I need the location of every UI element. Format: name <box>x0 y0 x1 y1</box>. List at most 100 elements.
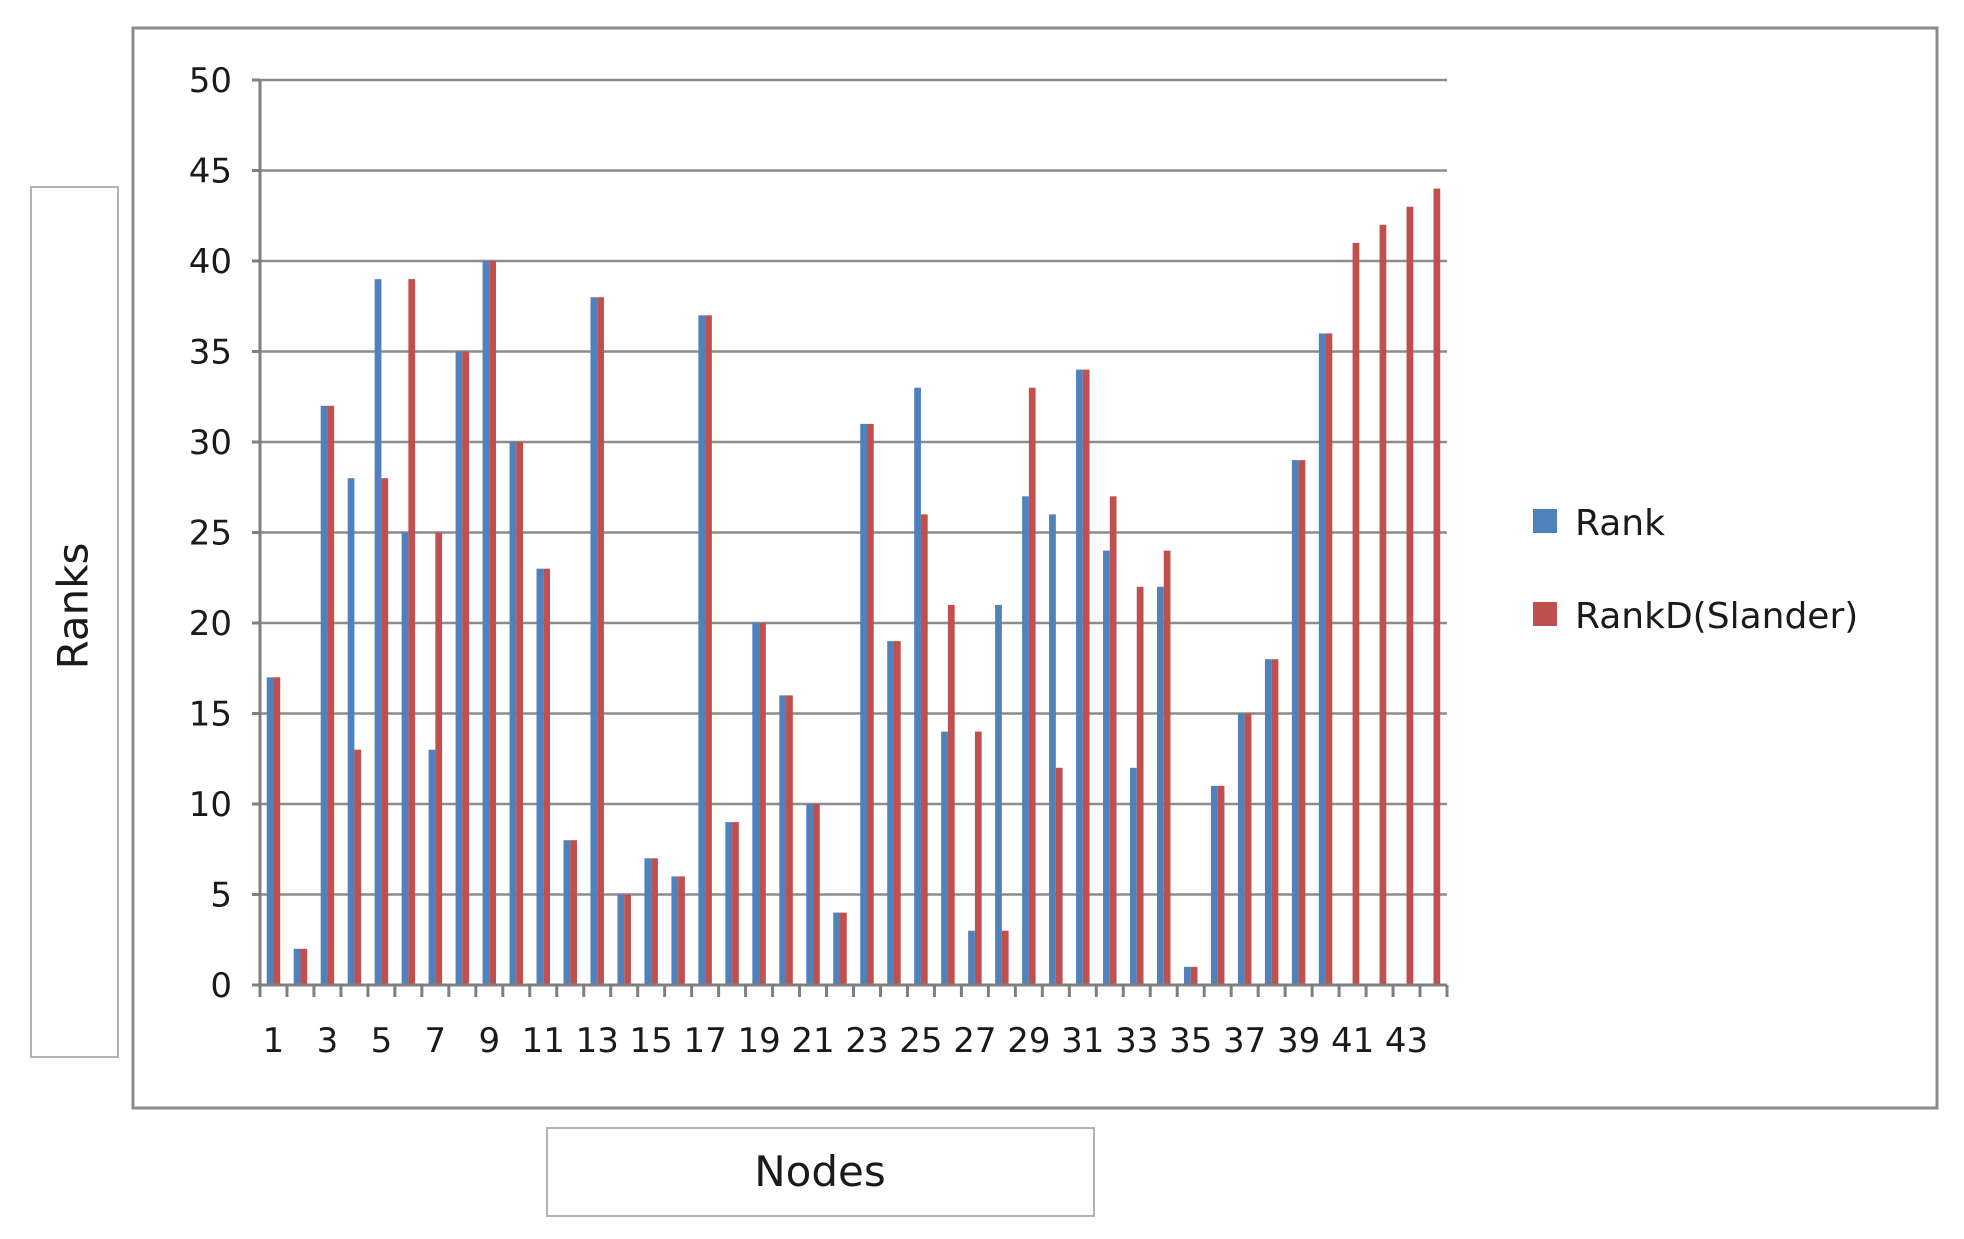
bar-rank <box>914 387 921 985</box>
bar-rankd-slander <box>462 351 470 985</box>
bar-rankd-slander <box>1136 586 1144 985</box>
x-tick-label: 39 <box>1277 1021 1320 1061</box>
bar-rankd-slander <box>435 532 443 985</box>
x-tick-label: 1 <box>263 1021 285 1061</box>
bar-rankd-slander <box>840 912 847 985</box>
bar-rank <box>698 315 706 985</box>
bar-rankd-slander <box>489 261 497 985</box>
bar-rankd-slander <box>678 876 685 985</box>
y-axis-title: Ranks <box>49 543 98 670</box>
legend-label-rank: Rank <box>1575 503 1665 544</box>
bar-rankd-slander <box>1217 785 1225 985</box>
legend-label-rankd-slander: RankD(Slander) <box>1575 596 1858 637</box>
y-tick-label: 25 <box>189 514 232 554</box>
bar-rank <box>509 442 517 985</box>
bar-rankd-slander <box>1001 930 1009 985</box>
y-tick-label: 15 <box>189 695 232 735</box>
x-tick-label: 27 <box>953 1021 996 1061</box>
bar-rank <box>1156 586 1164 985</box>
bar-rankd-slander <box>1325 333 1333 985</box>
bar-rank <box>644 858 652 985</box>
bar-rank <box>1291 460 1299 986</box>
bar-rank <box>887 641 894 985</box>
x-tick-label: 11 <box>522 1021 565 1061</box>
bar-rank <box>860 423 867 985</box>
bar-rank <box>1210 785 1218 985</box>
bar-rankd-slander <box>759 623 766 985</box>
bar-rank <box>590 297 598 985</box>
bar-rankd-slander <box>1298 460 1306 986</box>
x-tick-label: 35 <box>1169 1021 1212 1061</box>
y-axis-title-box <box>30 186 119 1058</box>
x-tick-label: 15 <box>630 1021 673 1061</box>
bar-rankd-slander <box>813 804 820 985</box>
bar-rank <box>806 804 814 985</box>
bar-rank <box>617 894 625 985</box>
bar-rankd-slander <box>570 840 577 985</box>
x-tick-label: 31 <box>1061 1021 1104 1061</box>
bar-rank <box>320 405 328 985</box>
bar-rankd-slander <box>381 478 389 985</box>
bar-rank <box>401 532 409 985</box>
bar-rankd-slander <box>1244 713 1252 985</box>
y-tick-label: 10 <box>189 785 232 825</box>
bar-rankd-slander <box>1379 224 1387 986</box>
bar-rank <box>1049 514 1056 985</box>
bar-rank <box>374 279 382 986</box>
x-tick-label: 41 <box>1331 1021 1374 1061</box>
bar-rankd-slander <box>1163 550 1171 985</box>
y-tick-label: 30 <box>189 423 232 463</box>
x-tick-label: 21 <box>791 1021 834 1061</box>
x-tick-labels: 1 3 5 7 9 11 13 15 17 19 21 23 25 27 29 31 33 35 37 39 41 43 <box>258 985 1449 1061</box>
bar-rank <box>1103 550 1110 985</box>
bar-rankd-slander <box>300 948 308 985</box>
bar-rank <box>752 623 760 985</box>
bar-rank <box>1237 713 1245 985</box>
x-tick-label: 5 <box>371 1021 393 1061</box>
bar-rankd-slander <box>1433 188 1441 986</box>
bar-rank <box>671 876 679 985</box>
bar-rankd-slander <box>947 604 955 985</box>
bar-rankd-slander <box>408 279 416 986</box>
bar-rank <box>482 261 490 985</box>
x-tick-label: 25 <box>899 1021 942 1061</box>
bar-rankd-slander <box>705 315 712 985</box>
y-tick-labels: 0 5 10 15 20 25 30 35 40 45 50 <box>189 61 260 1006</box>
x-tick-label: 9 <box>478 1021 500 1061</box>
bar-rank <box>833 912 841 985</box>
x-tick-label: 43 <box>1385 1021 1428 1061</box>
bar-rankd-slander <box>786 695 793 985</box>
y-tick-label: 50 <box>189 61 232 101</box>
bar-rankd-slander <box>920 514 928 985</box>
x-axis-title-box <box>546 1127 1095 1217</box>
y-tick-label: 45 <box>189 152 232 192</box>
bar-rankd-slander <box>273 677 281 985</box>
y-tick-label: 40 <box>189 242 232 282</box>
bars <box>266 188 1441 986</box>
bar-rank <box>779 695 787 985</box>
x-axis-title: Nodes <box>754 1147 886 1196</box>
bar-rankd-slander <box>1271 659 1279 985</box>
bar-rankd-slander <box>1190 966 1198 985</box>
bar-rank <box>347 478 355 985</box>
bar-rank <box>1130 767 1137 985</box>
bar-rankd-slander <box>543 568 551 985</box>
x-tick-label: 37 <box>1223 1021 1266 1061</box>
y-tick-label: 20 <box>189 604 232 644</box>
y-tick-label: 35 <box>189 333 232 373</box>
bar-rank <box>968 930 975 985</box>
bar-rank <box>995 604 1002 985</box>
x-tick-label: 29 <box>1007 1021 1050 1061</box>
bar-rank <box>941 731 948 985</box>
bar-rankd-slander <box>974 731 982 985</box>
bar-rankd-slander <box>893 641 901 985</box>
bar-rankd-slander <box>624 894 631 985</box>
bar-rank <box>563 840 571 985</box>
bar-rank <box>293 948 301 985</box>
bar-rankd-slander <box>1352 242 1360 985</box>
x-tick-label: 7 <box>425 1021 447 1061</box>
bar-rankd-slander <box>516 442 524 985</box>
bar-rankd-slander <box>597 297 604 985</box>
legend: Rank RankD(Slander) <box>1533 503 1858 637</box>
